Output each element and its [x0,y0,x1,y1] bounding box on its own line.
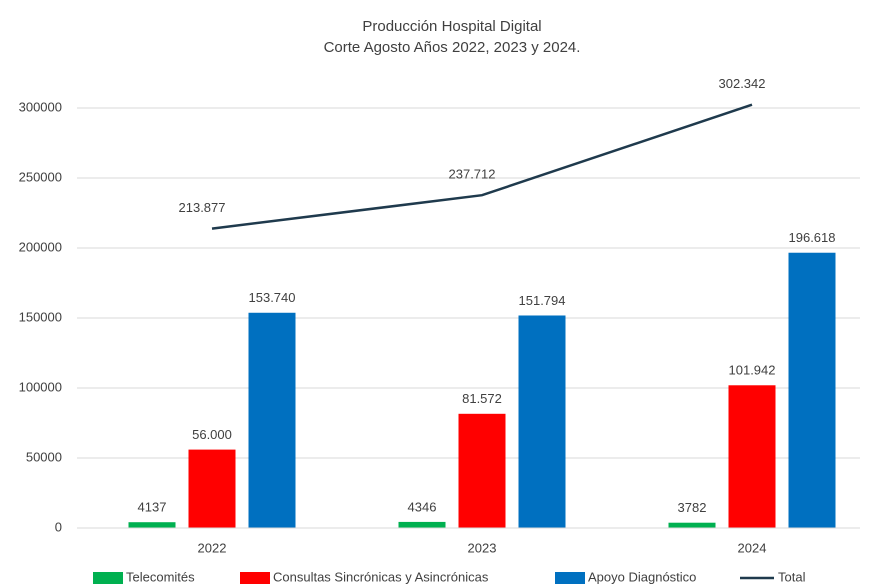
data-label: 4346 [408,499,437,514]
y-tick-label: 150000 [19,309,62,324]
bar [518,315,566,528]
bar [788,252,836,528]
legend-label: Telecomités [126,569,195,584]
bar [128,522,176,528]
bar [398,521,446,528]
bar [728,385,776,528]
bar [188,449,236,528]
data-label: 81.572 [462,391,502,406]
legend-label: Consultas Sincrónicas y Asincrónicas [273,569,489,584]
legend-swatch [555,572,585,584]
data-label: 56.000 [192,427,232,442]
x-tick-label: 2023 [468,540,497,555]
chart-subtitle: Corte Agosto Años 2022, 2023 y 2024. [324,39,581,56]
data-label: 237.712 [449,167,496,182]
legend-swatch [93,572,123,584]
data-label: 153.740 [249,290,296,305]
data-label: 213.877 [179,200,226,215]
y-tick-label: 250000 [19,169,62,184]
legend-swatch [240,572,270,584]
data-label: 101.942 [729,363,776,378]
line [211,103,753,230]
bar [668,522,716,528]
data-label: 302.342 [719,76,766,91]
x-tick-label: 2024 [738,540,767,555]
legend-label: Apoyo Diagnóstico [588,569,696,584]
data-label: 151.794 [519,293,566,308]
chart-title: Producción Hospital Digital [362,18,541,35]
bar [248,312,296,528]
y-tick-label: 300000 [19,99,62,114]
data-label: 196.618 [789,230,836,245]
legend-label: Total [778,569,806,584]
y-tick-label: 50000 [26,449,62,464]
y-tick-label: 0 [55,519,62,534]
y-tick-label: 200000 [19,239,62,254]
y-tick-label: 100000 [19,379,62,394]
x-tick-label: 2022 [198,540,227,555]
data-label: 3782 [678,500,707,515]
bar [458,413,506,528]
data-label: 4137 [138,500,167,515]
